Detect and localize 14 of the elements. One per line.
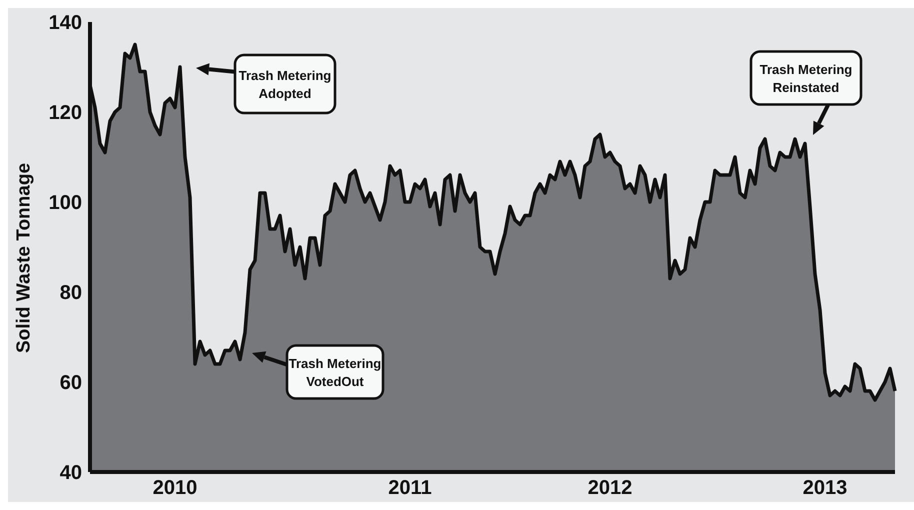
- annotation: Trash Metering Adopted: [238, 68, 332, 101]
- annotation: Trash Metering Reinstated: [760, 62, 852, 95]
- y-tick-label: 60: [60, 372, 82, 394]
- y-tick-label: 120: [48, 102, 82, 124]
- y-tick-label: 140: [48, 12, 82, 34]
- y-tick-label: 100: [48, 192, 82, 214]
- y-tick-label: 40: [60, 462, 82, 484]
- x-tick-label: 2012: [588, 477, 632, 500]
- x-tick-label: 2013: [802, 477, 848, 500]
- x-tick-label: 2010: [152, 477, 198, 500]
- y-axis-title: Solid Waste Tonnage: [14, 162, 34, 354]
- x-tick-label: 2011: [388, 477, 432, 500]
- annotation: Trash Metering VotedOut: [288, 356, 382, 389]
- y-tick-label: 80: [60, 282, 82, 304]
